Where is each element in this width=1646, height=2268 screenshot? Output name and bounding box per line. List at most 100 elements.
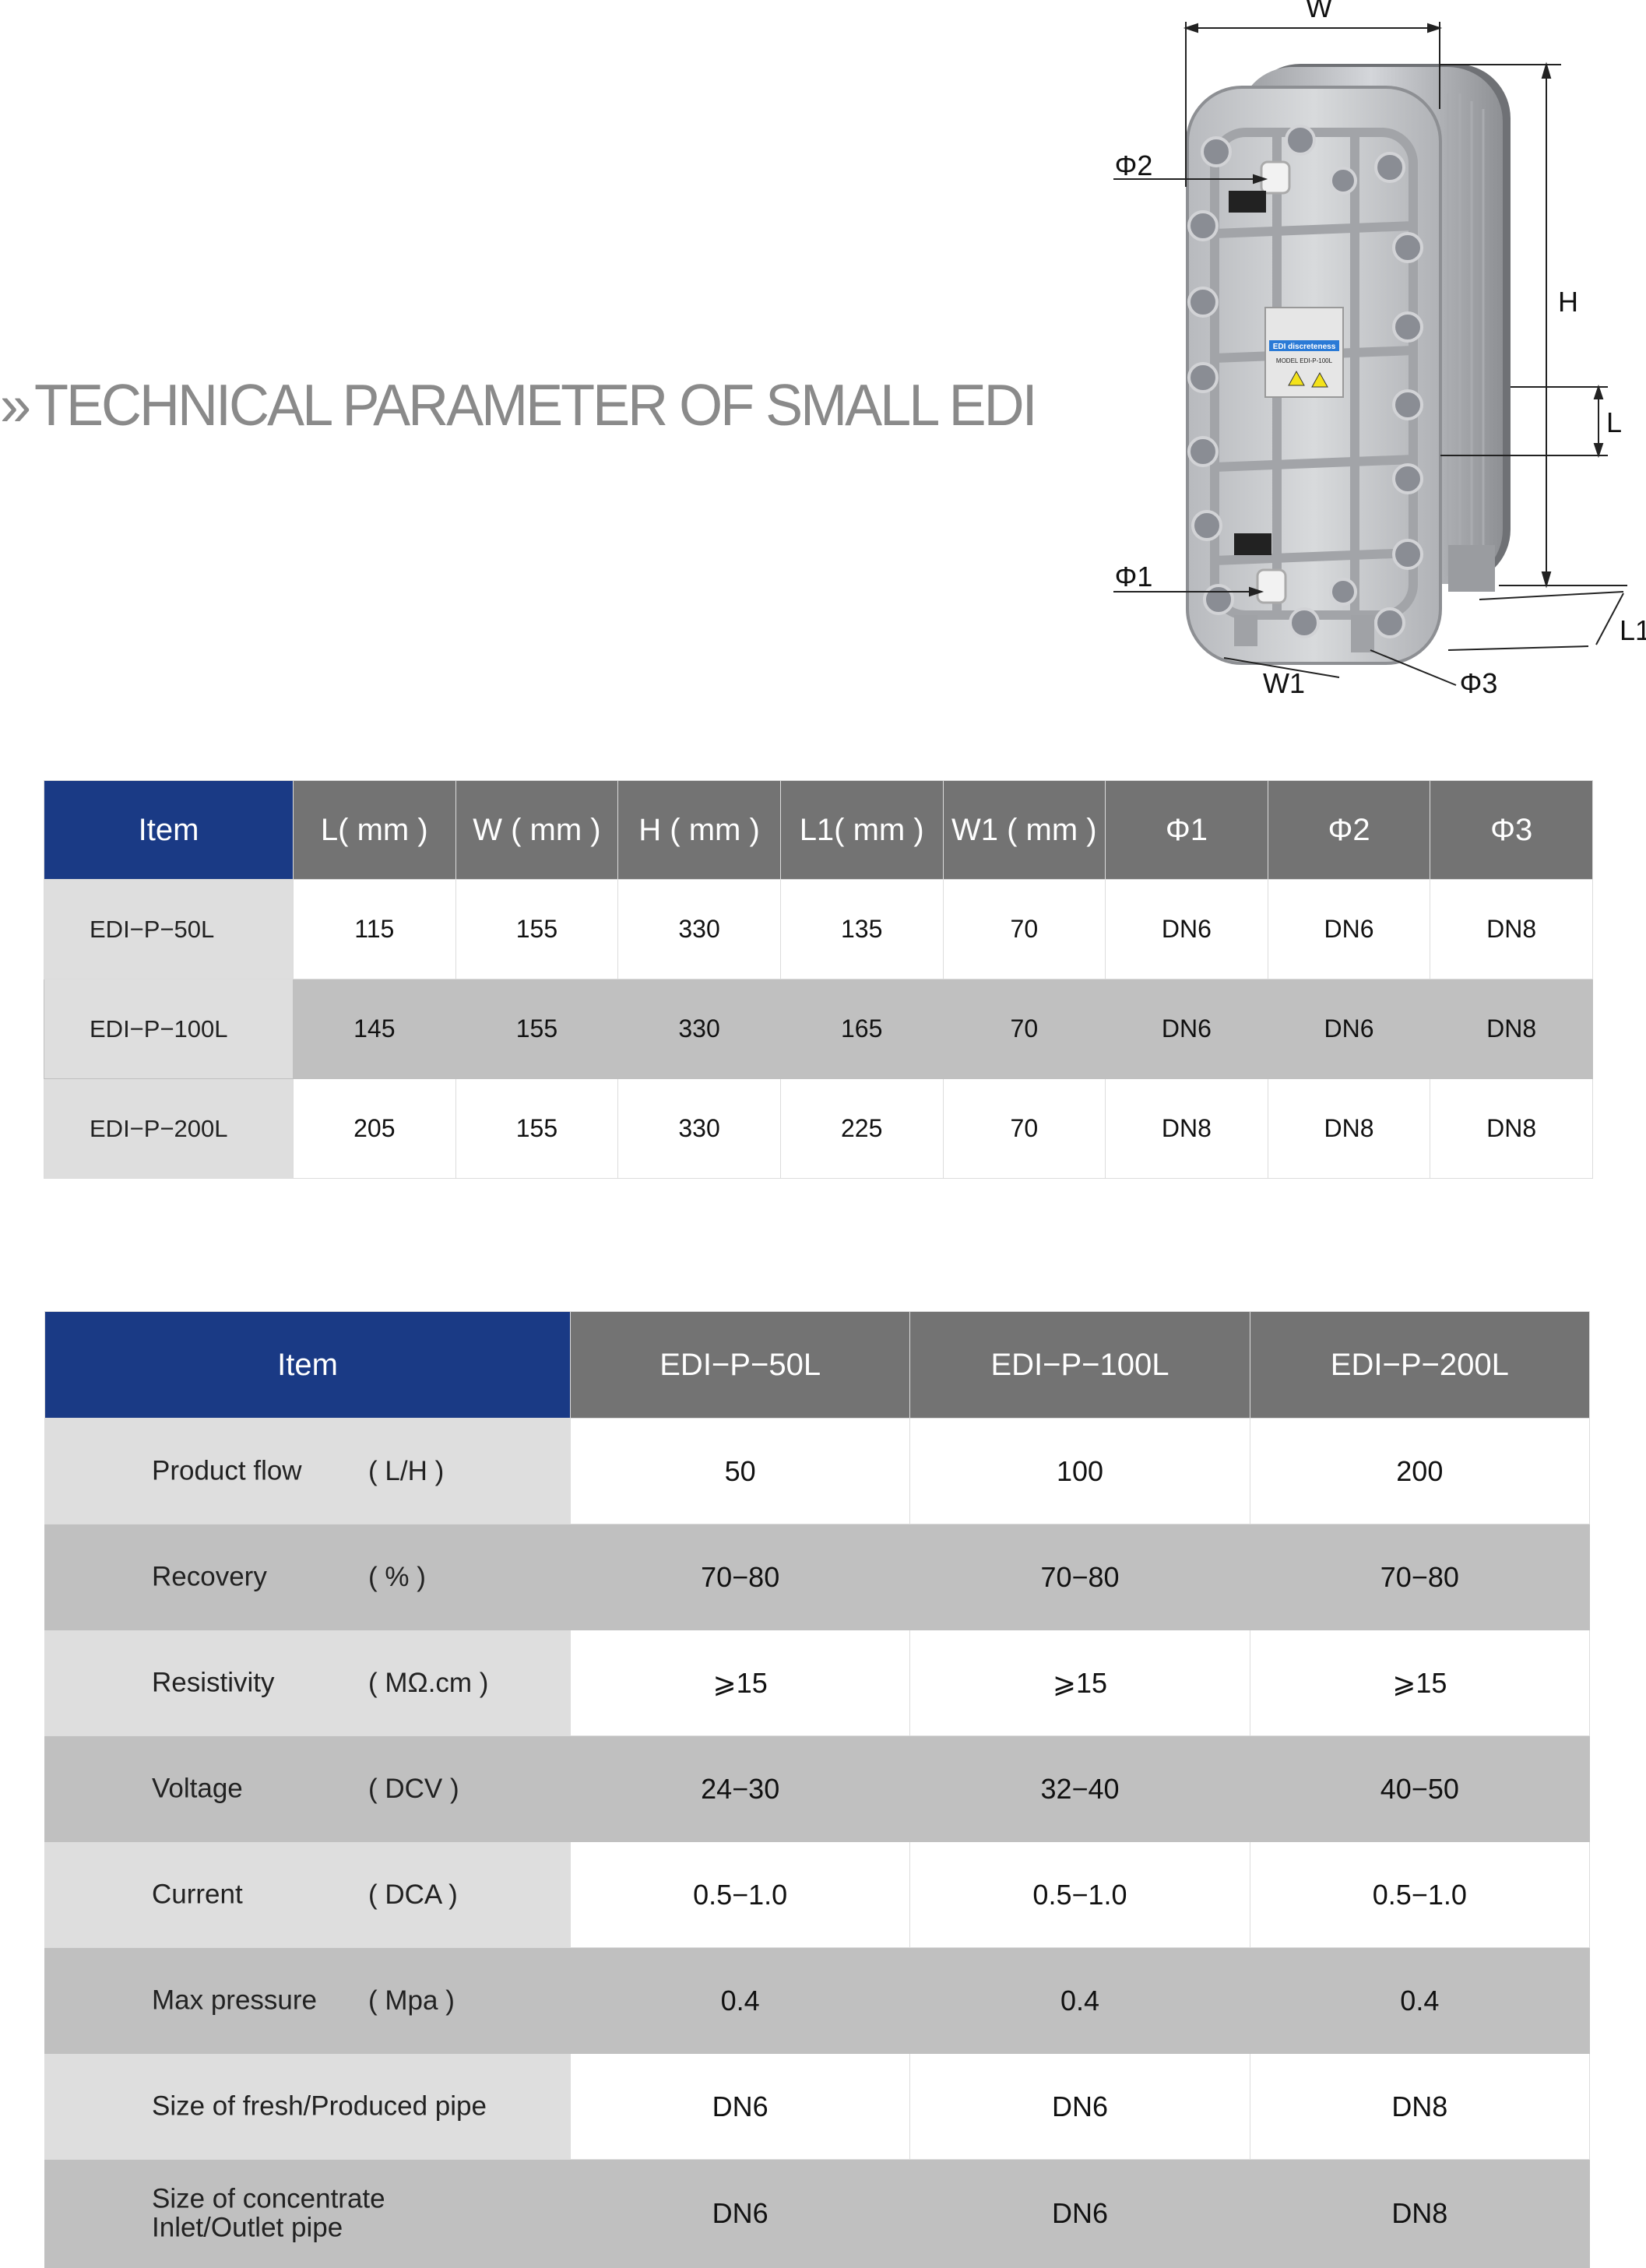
header-w: W ( mm )	[455, 780, 619, 880]
table-header-row: Item EDI−P−50L EDI−P−100L EDI−P−200L	[44, 1311, 1591, 1419]
dimensions-table: Item L( mm ) W ( mm ) H ( mm ) L1( mm ) …	[44, 780, 1593, 1179]
table-row: EDI−P−50L 115 155 330 135 70 DN6 DN6 DN8	[44, 879, 1593, 979]
title-text: TECHNICAL PARAMETER OF SMALL EDI	[34, 373, 1038, 438]
value-cell: DN8	[1249, 2159, 1591, 2268]
parameter-cell: Max pressure ( Mpa )	[44, 1947, 571, 2054]
table-row: Size of concentrate Inlet/Outlet pipe DN6…	[44, 2159, 1591, 2268]
svg-text:MODEL EDI-P-100L: MODEL EDI-P-100L	[1276, 357, 1333, 364]
parameter-cell: Voltage ( DCV )	[44, 1735, 571, 1842]
value-cell: DN6	[1105, 979, 1268, 1079]
header-h: H ( mm )	[617, 780, 781, 880]
table-row: Voltage ( DCV ) 24−30 32−40 40−50	[44, 1735, 1591, 1842]
parameter-label: Voltage	[152, 1773, 243, 1804]
table-row: Max pressure( Mpa ) 0.4 0.4 0.4	[44, 1947, 1591, 2054]
value-cell: DN8	[1249, 2053, 1591, 2160]
value-cell: 200	[1249, 1418, 1591, 1524]
parameter-label: Size of fresh/Produced pipe	[152, 2090, 487, 2122]
value-cell: DN8	[1105, 1078, 1268, 1179]
svg-text:EDI discreteness: EDI discreteness	[1273, 343, 1336, 351]
parameter-label: Recovery	[152, 1561, 267, 1592]
value-cell: DN6	[909, 2159, 1250, 2268]
table-row: Resistivity( MΩ.cm ) ⩾15 ⩾15 ⩾15	[44, 1630, 1591, 1736]
parameter-unit: ( % )	[368, 1561, 426, 1592]
value-cell: ⩾15	[569, 1630, 911, 1736]
header-model: EDI−P−100L	[909, 1311, 1250, 1419]
parameter-unit: ( L/H )	[368, 1455, 445, 1486]
header-l: L( mm )	[293, 780, 456, 880]
table-header-row: Item L( mm ) W ( mm ) H ( mm ) L1( mm ) …	[44, 780, 1593, 880]
value-cell: 70	[942, 1078, 1106, 1179]
value-cell: ⩾15	[909, 1630, 1250, 1736]
value-cell: 0.5−1.0	[909, 1841, 1250, 1948]
value-cell: DN6	[1267, 979, 1431, 1079]
parameter-label: Product flow	[152, 1455, 302, 1486]
dim-label-phi2: Φ2	[1115, 149, 1153, 181]
value-cell: DN6	[1105, 879, 1268, 979]
header-phi2: Φ2	[1267, 780, 1431, 880]
inlet-label-plate	[1229, 191, 1266, 213]
value-cell: 24−30	[569, 1735, 911, 1842]
table-row: Recovery( % ) 70−80 70−80 70−80	[44, 1524, 1591, 1630]
value-cell: 0.5−1.0	[1249, 1841, 1591, 1948]
model-cell: EDI−P−200L	[44, 1078, 294, 1179]
value-cell: 50	[569, 1418, 911, 1524]
value-cell: DN8	[1430, 979, 1593, 1079]
outlet-label-plate	[1234, 533, 1271, 555]
dimension-lines	[1113, 22, 1627, 686]
value-cell: 330	[617, 1078, 781, 1179]
value-cell: DN6	[909, 2053, 1250, 2160]
value-cell: 100	[909, 1418, 1250, 1524]
parameter-cell: Recovery ( % )	[44, 1524, 571, 1630]
value-cell: DN6	[1267, 879, 1431, 979]
dim-label-w1: W1	[1263, 667, 1305, 699]
header-phi3: Φ3	[1430, 780, 1593, 880]
header-l1: L1( mm )	[779, 780, 944, 880]
edi-module-diagram: EDI discreteness MODEL EDI-P-100L W H L …	[1113, 0, 1646, 699]
value-cell: DN6	[569, 2159, 911, 2268]
front-end-plate: EDI discreteness MODEL EDI-P-100L	[1186, 86, 1442, 665]
value-cell: 165	[779, 979, 944, 1079]
parameter-cell: Product flow ( L/H )	[44, 1418, 571, 1524]
parameter-unit: ( DCA )	[368, 1879, 458, 1910]
header-model: EDI−P−200L	[1249, 1311, 1591, 1419]
value-cell: 0.5−1.0	[569, 1841, 911, 1948]
parameter-unit: ( MΩ.cm )	[368, 1667, 489, 1698]
value-cell: 155	[455, 1078, 619, 1179]
header-item: Item	[44, 780, 294, 880]
value-cell: 330	[617, 879, 781, 979]
dim-label-h: H	[1558, 286, 1578, 318]
value-cell: 145	[293, 979, 456, 1079]
double-chevron-icon: »	[0, 373, 31, 438]
value-cell: 135	[779, 879, 944, 979]
parameter-cell: Current ( DCA )	[44, 1841, 571, 1948]
model-cell: EDI−P−50L	[44, 879, 294, 979]
parameter-label: Max pressure	[152, 1985, 318, 2016]
value-cell: 0.4	[569, 1947, 911, 2054]
value-cell: ⩾15	[1249, 1630, 1591, 1736]
dim-label-l: L	[1606, 406, 1622, 438]
performance-table: Item EDI−P−50L EDI−P−100L EDI−P−200L Pro…	[44, 1311, 1591, 2268]
header-model: EDI−P−50L	[569, 1311, 911, 1419]
dim-label-l1: L1	[1620, 614, 1646, 646]
product-outlet-port	[1260, 160, 1291, 195]
value-cell: 40−50	[1249, 1735, 1591, 1842]
table-row: EDI−P−100L 145 155 330 165 70 DN6 DN6 DN8	[44, 979, 1593, 1079]
header-w1: W1 ( mm )	[942, 780, 1106, 880]
value-cell: 70−80	[909, 1524, 1250, 1630]
parameter-cell: Resistivity ( MΩ.cm )	[44, 1630, 571, 1736]
nameplate: EDI discreteness MODEL EDI-P-100L	[1264, 307, 1344, 398]
value-cell: 70−80	[569, 1524, 911, 1630]
table-row: EDI−P−200L 205 155 330 225 70 DN8 DN8 DN8	[44, 1078, 1593, 1179]
value-cell: DN6	[569, 2053, 911, 2160]
value-cell: 0.4	[909, 1947, 1250, 2054]
value-cell: DN8	[1430, 1078, 1593, 1179]
dim-label-phi1: Φ1	[1115, 561, 1153, 592]
value-cell: 155	[455, 879, 619, 979]
parameter-cell: Size of concentrate Inlet/Outlet pipe	[44, 2159, 571, 2268]
parameter-cell: Size of fresh/Produced pipe	[44, 2053, 571, 2160]
value-cell: 0.4	[1249, 1947, 1591, 2054]
value-cell: 70	[942, 879, 1106, 979]
value-cell: 330	[617, 979, 781, 1079]
header-item: Item	[44, 1311, 571, 1419]
header-phi1: Φ1	[1105, 780, 1268, 880]
